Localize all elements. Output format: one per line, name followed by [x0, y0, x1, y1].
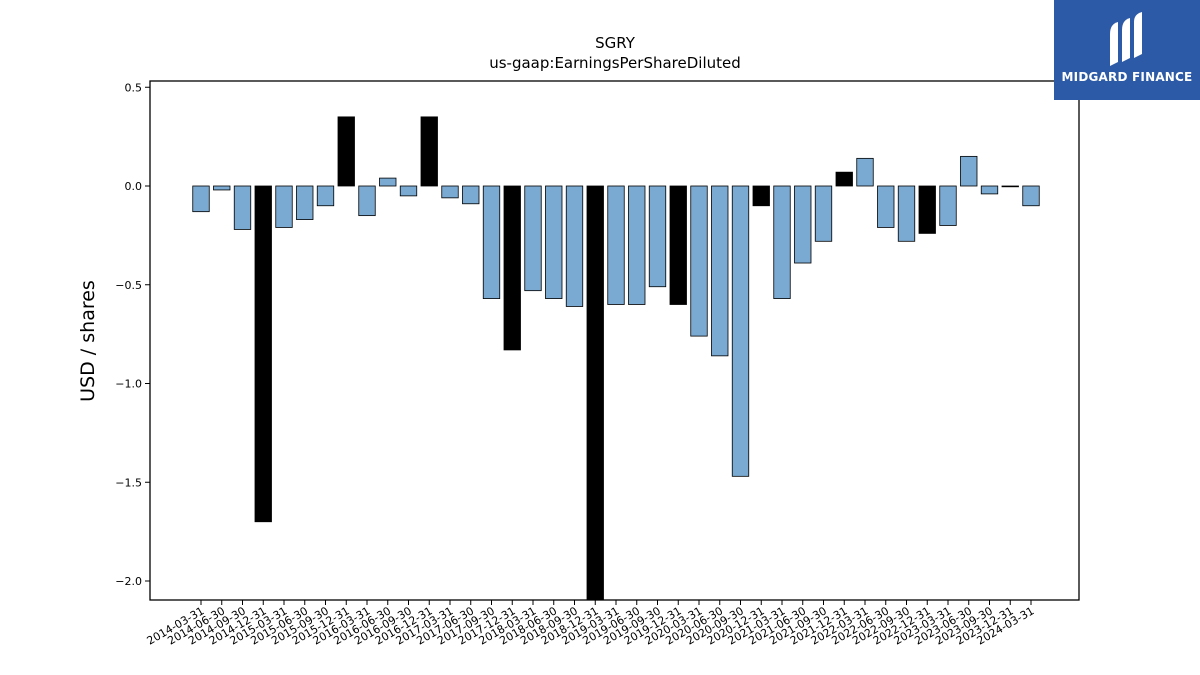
bar-2020-12-31 [752, 185, 770, 207]
midgard-logo-icon [1110, 12, 1142, 66]
bar-2018-12-31 [586, 185, 604, 601]
x-ticks-group: 2014-03-312014-06-302014-09-302014-12-31… [145, 600, 1037, 648]
bar-2023-09-30 [980, 185, 999, 195]
brand-name: MIDGARD FINANCE [1061, 70, 1193, 84]
bar-2016-12-31 [420, 116, 438, 187]
bar-2017-09-30 [482, 185, 501, 299]
bar-2020-06-30 [711, 185, 729, 357]
bar-2019-09-30 [648, 185, 667, 288]
bar-2024-03-31 [1022, 185, 1040, 207]
bar-2019-06-30 [628, 185, 646, 305]
bar-2015-09-30 [316, 185, 335, 207]
bar-2019-03-31 [607, 185, 625, 305]
bar-2015-12-31 [337, 116, 355, 187]
y-ticks-group: 0.5 0.0 −0.5 −1.0 −1.5 −2.0 [115, 81, 150, 588]
plot-frame [149, 80, 1080, 601]
bar-2023-03-31 [939, 185, 957, 226]
bar-2018-03-31 [524, 185, 542, 292]
y-tick-label: −2.0 [115, 575, 142, 588]
bar-2021-03-31 [773, 185, 791, 299]
bar-2017-06-30 [462, 185, 480, 205]
bar-2022-09-30 [897, 185, 916, 242]
bar-2014-09-30 [233, 185, 252, 230]
y-tick-label: −0.5 [115, 279, 142, 292]
chart-subtitle: us-gaap:EarningsPerShareDiluted [489, 54, 741, 72]
bar-2021-06-30 [794, 185, 812, 264]
bar-2016-09-30 [399, 185, 418, 197]
bar-2022-03-31 [856, 157, 874, 187]
bar-2014-06-30 [213, 185, 231, 191]
y-tick-label: −1.5 [115, 476, 142, 489]
bar-2019-12-31 [669, 185, 687, 305]
bar-2021-09-30 [814, 185, 833, 242]
bar-2015-06-30 [296, 185, 314, 220]
y-axis-label: USD / shares [77, 280, 99, 402]
bar-2020-09-30 [731, 185, 750, 477]
bar-2023-06-30 [960, 155, 978, 187]
bar-2014-12-31 [254, 185, 272, 523]
bar-2022-12-31 [918, 185, 936, 234]
bar-2018-09-30 [565, 185, 584, 307]
bar-2023-12-31 [1001, 185, 1019, 188]
bar-2020-03-31 [690, 185, 708, 337]
bar-2016-06-30 [379, 177, 397, 187]
bar-2017-03-31 [441, 185, 459, 199]
bar-2017-12-31 [503, 185, 521, 351]
bar-2018-06-30 [545, 185, 563, 299]
bars-group [192, 116, 1040, 601]
y-tick-label: 0.5 [125, 81, 143, 94]
y-tick-label: −1.0 [115, 378, 142, 391]
bar-2015-03-31 [275, 185, 293, 228]
chart-title: SGRY [595, 34, 636, 52]
bar-2022-06-30 [877, 185, 895, 228]
bar-2016-03-31 [358, 185, 376, 217]
y-tick-label: 0.0 [125, 180, 143, 193]
bar-2014-03-31 [192, 185, 210, 213]
brand-logo: MIDGARD FINANCE [1054, 0, 1200, 100]
bar-2021-12-31 [835, 171, 853, 187]
